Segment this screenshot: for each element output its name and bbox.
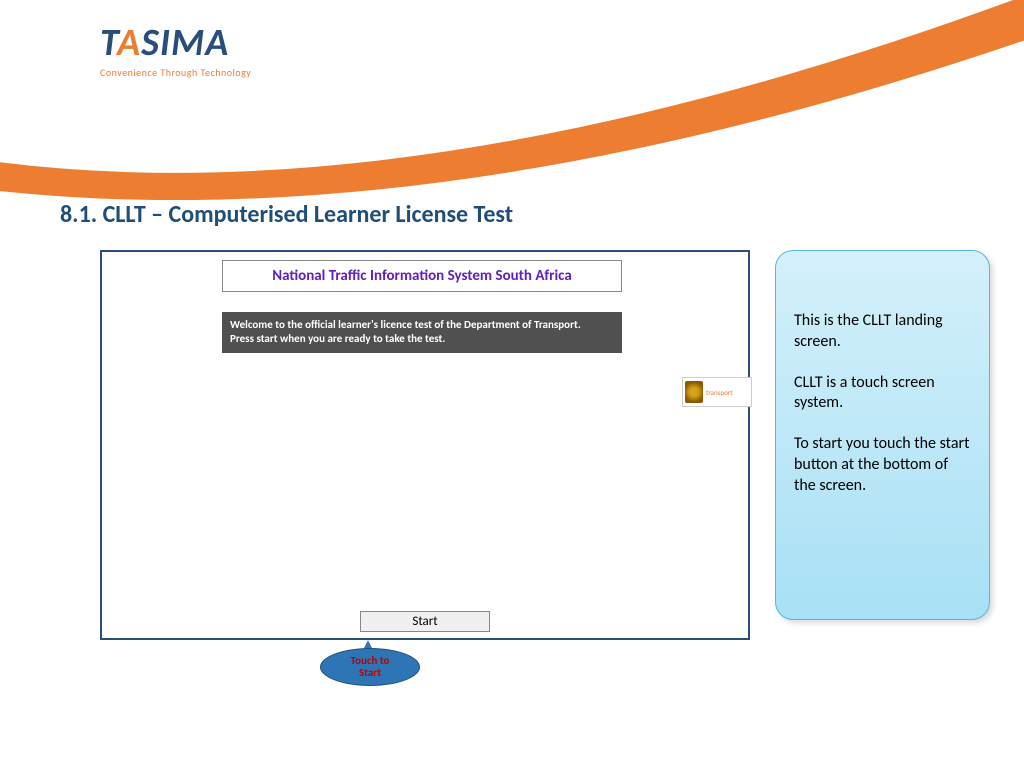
logo-pre: T	[100, 20, 117, 66]
transport-badge: transport	[682, 377, 752, 407]
natis-title: National Traffic Information System Sout…	[222, 260, 622, 292]
section-title: 8.1. CLLT – Computerised Learner License…	[60, 200, 513, 229]
cllt-screenshot-frame: National Traffic Information System Sout…	[100, 250, 750, 640]
transport-badge-text: transport	[706, 388, 733, 397]
coat-of-arms-icon	[685, 381, 703, 403]
logo-tagline: Convenience Through Technology	[100, 66, 251, 79]
info-p2: CLLT is a touch screen system.	[794, 373, 971, 415]
info-panel: This is the CLLT landing screen. CLLT is…	[775, 250, 990, 620]
info-p1: This is the CLLT landing screen.	[794, 311, 971, 353]
touch-to-start-callout: Touch to Start	[320, 648, 420, 686]
logo-accent: A	[117, 20, 141, 66]
callout-line2: Start	[359, 666, 381, 679]
start-button[interactable]: Start	[360, 611, 490, 632]
logo-post: SIMA	[141, 20, 229, 66]
info-p3: To start you touch the start button at t…	[794, 434, 971, 496]
callout-line1: Touch to	[351, 654, 390, 667]
welcome-line1: Welcome to the official learner's licenc…	[230, 318, 581, 331]
welcome-message: Welcome to the official learner's licenc…	[222, 312, 622, 353]
welcome-line2: Press start when you are ready to take t…	[230, 332, 445, 345]
tasima-logo: TASIMA Convenience Through Technology	[100, 20, 251, 79]
